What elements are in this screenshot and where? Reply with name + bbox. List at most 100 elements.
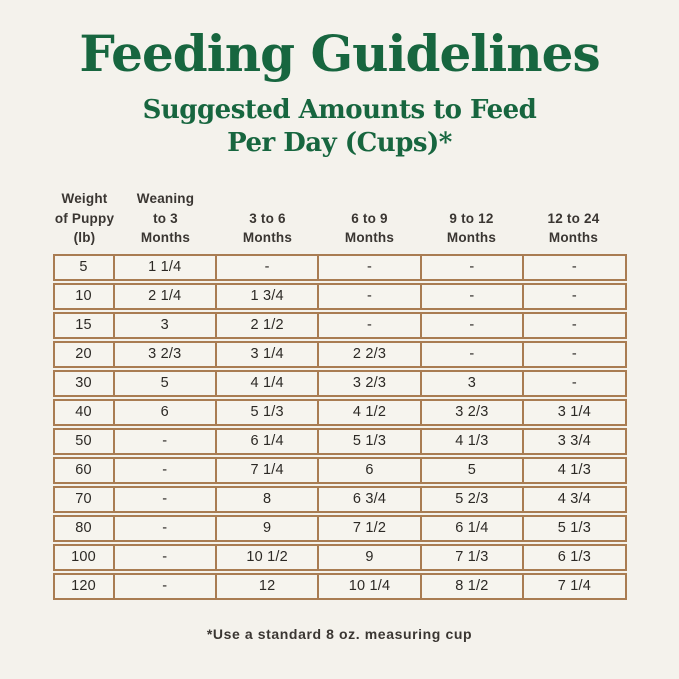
- amount-cell: 4 1/4: [214, 371, 317, 395]
- amount-cell: -: [522, 284, 624, 308]
- amount-cell: 4 1/3: [419, 429, 522, 453]
- amount-cell: 10 1/4: [317, 574, 419, 598]
- amount-cell: 2 2/3: [317, 342, 419, 366]
- table-row: 20 3 2/3 3 1/4 2 2/3- -: [52, 340, 627, 368]
- amount-cell: -: [112, 516, 215, 540]
- amount-cell: 3 1/4: [214, 342, 317, 366]
- amount-cell: -: [317, 255, 419, 279]
- weight-cell: 70: [75, 491, 92, 508]
- amount-cell: -: [522, 342, 624, 366]
- header-line: Months: [140, 230, 191, 246]
- header-line: of Puppy: [54, 210, 115, 226]
- amount-cell: -: [419, 284, 522, 308]
- table-row: 30 5 4 1/4 3 2/3 3-: [52, 369, 627, 397]
- amount-cell: -: [112, 574, 215, 598]
- table-row: 70 -8 6 3/4 5 2/3 4 3/4: [52, 485, 627, 513]
- amount-cell: 5: [112, 371, 215, 395]
- amount-cell: 5 1/3: [214, 400, 317, 424]
- amount-cell: 10 1/2: [214, 545, 317, 569]
- column-header-weaning-to-3-months: Weaning to 3 Months: [115, 189, 217, 248]
- amount-cell: 3 2/3: [419, 400, 522, 424]
- table-row: 10 2 1/4 1 3/4- - -: [52, 282, 627, 310]
- weight-cell: 20: [75, 346, 92, 363]
- header-line: 6 to 9: [351, 210, 388, 226]
- table-header-row: Weight of Puppy (lb) Weaning to 3 Months…: [53, 189, 627, 248]
- amount-cell: 6 1/4: [419, 516, 522, 540]
- amount-cell: 6 3/4: [317, 487, 419, 511]
- amount-cell: 5 1/3: [522, 516, 624, 540]
- weight-cell: 120: [71, 578, 96, 595]
- weight-cell: 30: [75, 375, 92, 392]
- amount-cell: 8 1/2: [419, 574, 522, 598]
- table-row: 80 -9 7 1/2 6 1/4 5 1/3: [52, 514, 627, 542]
- table-row: 100-10 1/2 9 7 1/3 6 1/3: [52, 543, 627, 571]
- amount-cell: 9: [214, 516, 317, 540]
- amount-cell: 3 1/4: [522, 400, 624, 424]
- header-line: Months: [548, 230, 599, 246]
- weight-cell: 40: [75, 404, 92, 421]
- amount-cell: 5: [419, 458, 522, 482]
- amount-cell: 4 3/4: [522, 487, 624, 511]
- header-line: Weight: [61, 191, 108, 206]
- weight-cell: 10: [75, 288, 92, 305]
- amount-cell: 6: [317, 458, 419, 482]
- weight-cell: 100: [71, 549, 96, 566]
- amount-cell: -: [419, 313, 522, 337]
- measuring-cup-footnote: *Use a standard 8 oz. measuring cup: [206, 625, 473, 642]
- amount-cell: 5 1/3: [317, 429, 419, 453]
- amount-cell: 3 2/3: [112, 342, 215, 366]
- amount-cell: -: [522, 255, 624, 279]
- weight-cell: 60: [75, 462, 92, 479]
- header-line: 12 to 24: [547, 210, 600, 226]
- amount-cell: -: [112, 458, 215, 482]
- subtitle-line-1: Suggested Amounts to Feed: [142, 95, 537, 125]
- amount-cell: -: [112, 487, 215, 511]
- header-line: (lb): [73, 230, 96, 246]
- amount-cell: -: [112, 429, 215, 453]
- amount-cell: 5 2/3: [419, 487, 522, 511]
- amount-cell: -: [419, 255, 522, 279]
- amount-cell: 7 1/3: [419, 545, 522, 569]
- header-line: to 3: [153, 210, 178, 226]
- amount-cell: 3: [419, 371, 522, 395]
- amount-cell: 7 1/4: [214, 458, 317, 482]
- header-line: Months: [242, 230, 293, 246]
- header-line: 9 to 12: [449, 210, 494, 226]
- table-row: 60 -7 1/4 6 5 4 1/3: [52, 456, 627, 484]
- column-header-weight: Weight of Puppy (lb): [55, 189, 115, 248]
- table-row: 15 3 2 1/2- - -: [52, 311, 627, 339]
- table-row: 40 6 5 1/3 4 1/2 3 2/3 3 1/4: [52, 398, 627, 426]
- column-header-12-to-24-months: 12 to 24 Months: [523, 209, 625, 248]
- column-header-3-to-6-months: 3 to 6 Months: [217, 209, 319, 248]
- amount-cell: -: [214, 255, 317, 279]
- column-header-6-to-9-months: 6 to 9 Months: [319, 209, 421, 248]
- amount-cell: 7 1/4: [522, 574, 624, 598]
- header-line: Weaning: [136, 191, 195, 206]
- amount-cell: 7 1/2: [317, 516, 419, 540]
- amount-cell: 3: [112, 313, 215, 337]
- amount-cell: 1 3/4: [214, 284, 317, 308]
- amount-cell: 4 1/3: [522, 458, 624, 482]
- amount-cell: 6 1/4: [214, 429, 317, 453]
- amount-cell: 12: [214, 574, 317, 598]
- column-header-9-to-12-months: 9 to 12 Months: [421, 209, 523, 248]
- page-subtitle: Suggested Amounts to Feed Per Day (Cups)*: [0, 94, 679, 159]
- subtitle-line-2: Per Day (Cups)*: [227, 127, 452, 158]
- header-line: Months: [344, 230, 395, 246]
- amount-cell: 2 1/4: [112, 284, 215, 308]
- amount-cell: -: [317, 284, 419, 308]
- amount-cell: 3 2/3: [317, 371, 419, 395]
- table-row: 50 -6 1/4 5 1/3 4 1/3 3 3/4: [52, 427, 627, 455]
- amount-cell: 8: [214, 487, 317, 511]
- feeding-table: Weight of Puppy (lb) Weaning to 3 Months…: [52, 189, 627, 600]
- table-row: 120-12 10 1/4 8 1/2 7 1/4: [52, 572, 627, 600]
- weight-cell: 5: [79, 259, 88, 276]
- amount-cell: 3 3/4: [522, 429, 624, 453]
- amount-cell: -: [522, 371, 624, 395]
- amount-cell: -: [419, 342, 522, 366]
- page-title: Feeding Guidelines: [79, 24, 600, 83]
- amount-cell: 4 1/2: [317, 400, 419, 424]
